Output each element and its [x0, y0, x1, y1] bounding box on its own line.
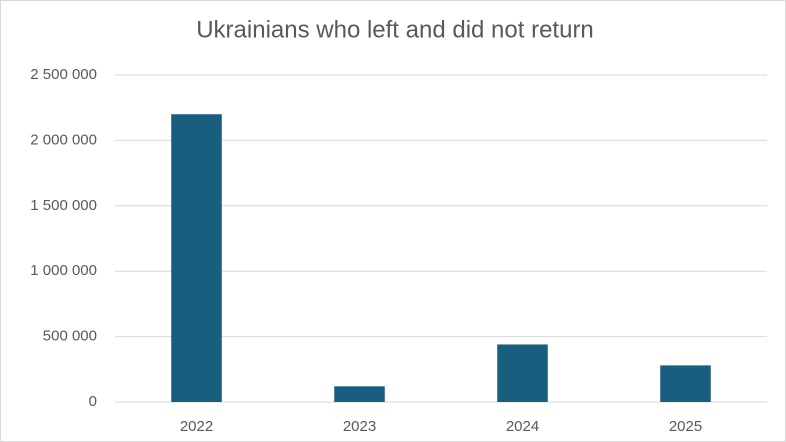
x-tick-label: 2022: [180, 418, 213, 435]
y-tick-label: 1 500 000: [30, 197, 97, 214]
x-tick-label: 2024: [506, 418, 539, 435]
x-tick-label: 2025: [669, 418, 702, 435]
y-tick-label: 2 000 000: [30, 131, 97, 148]
y-tick-label: 0: [89, 393, 97, 410]
y-tick-label: 2 500 000: [30, 66, 97, 83]
chart-title: Ukrainians who left and did not return: [196, 16, 594, 43]
bar: [497, 344, 548, 402]
bar: [660, 365, 711, 402]
y-tick-label: 500 000: [43, 328, 97, 345]
y-tick-label: 1 000 000: [30, 262, 97, 279]
x-tick-label: 2023: [343, 418, 376, 435]
bar: [334, 386, 385, 402]
bar: [171, 114, 222, 403]
